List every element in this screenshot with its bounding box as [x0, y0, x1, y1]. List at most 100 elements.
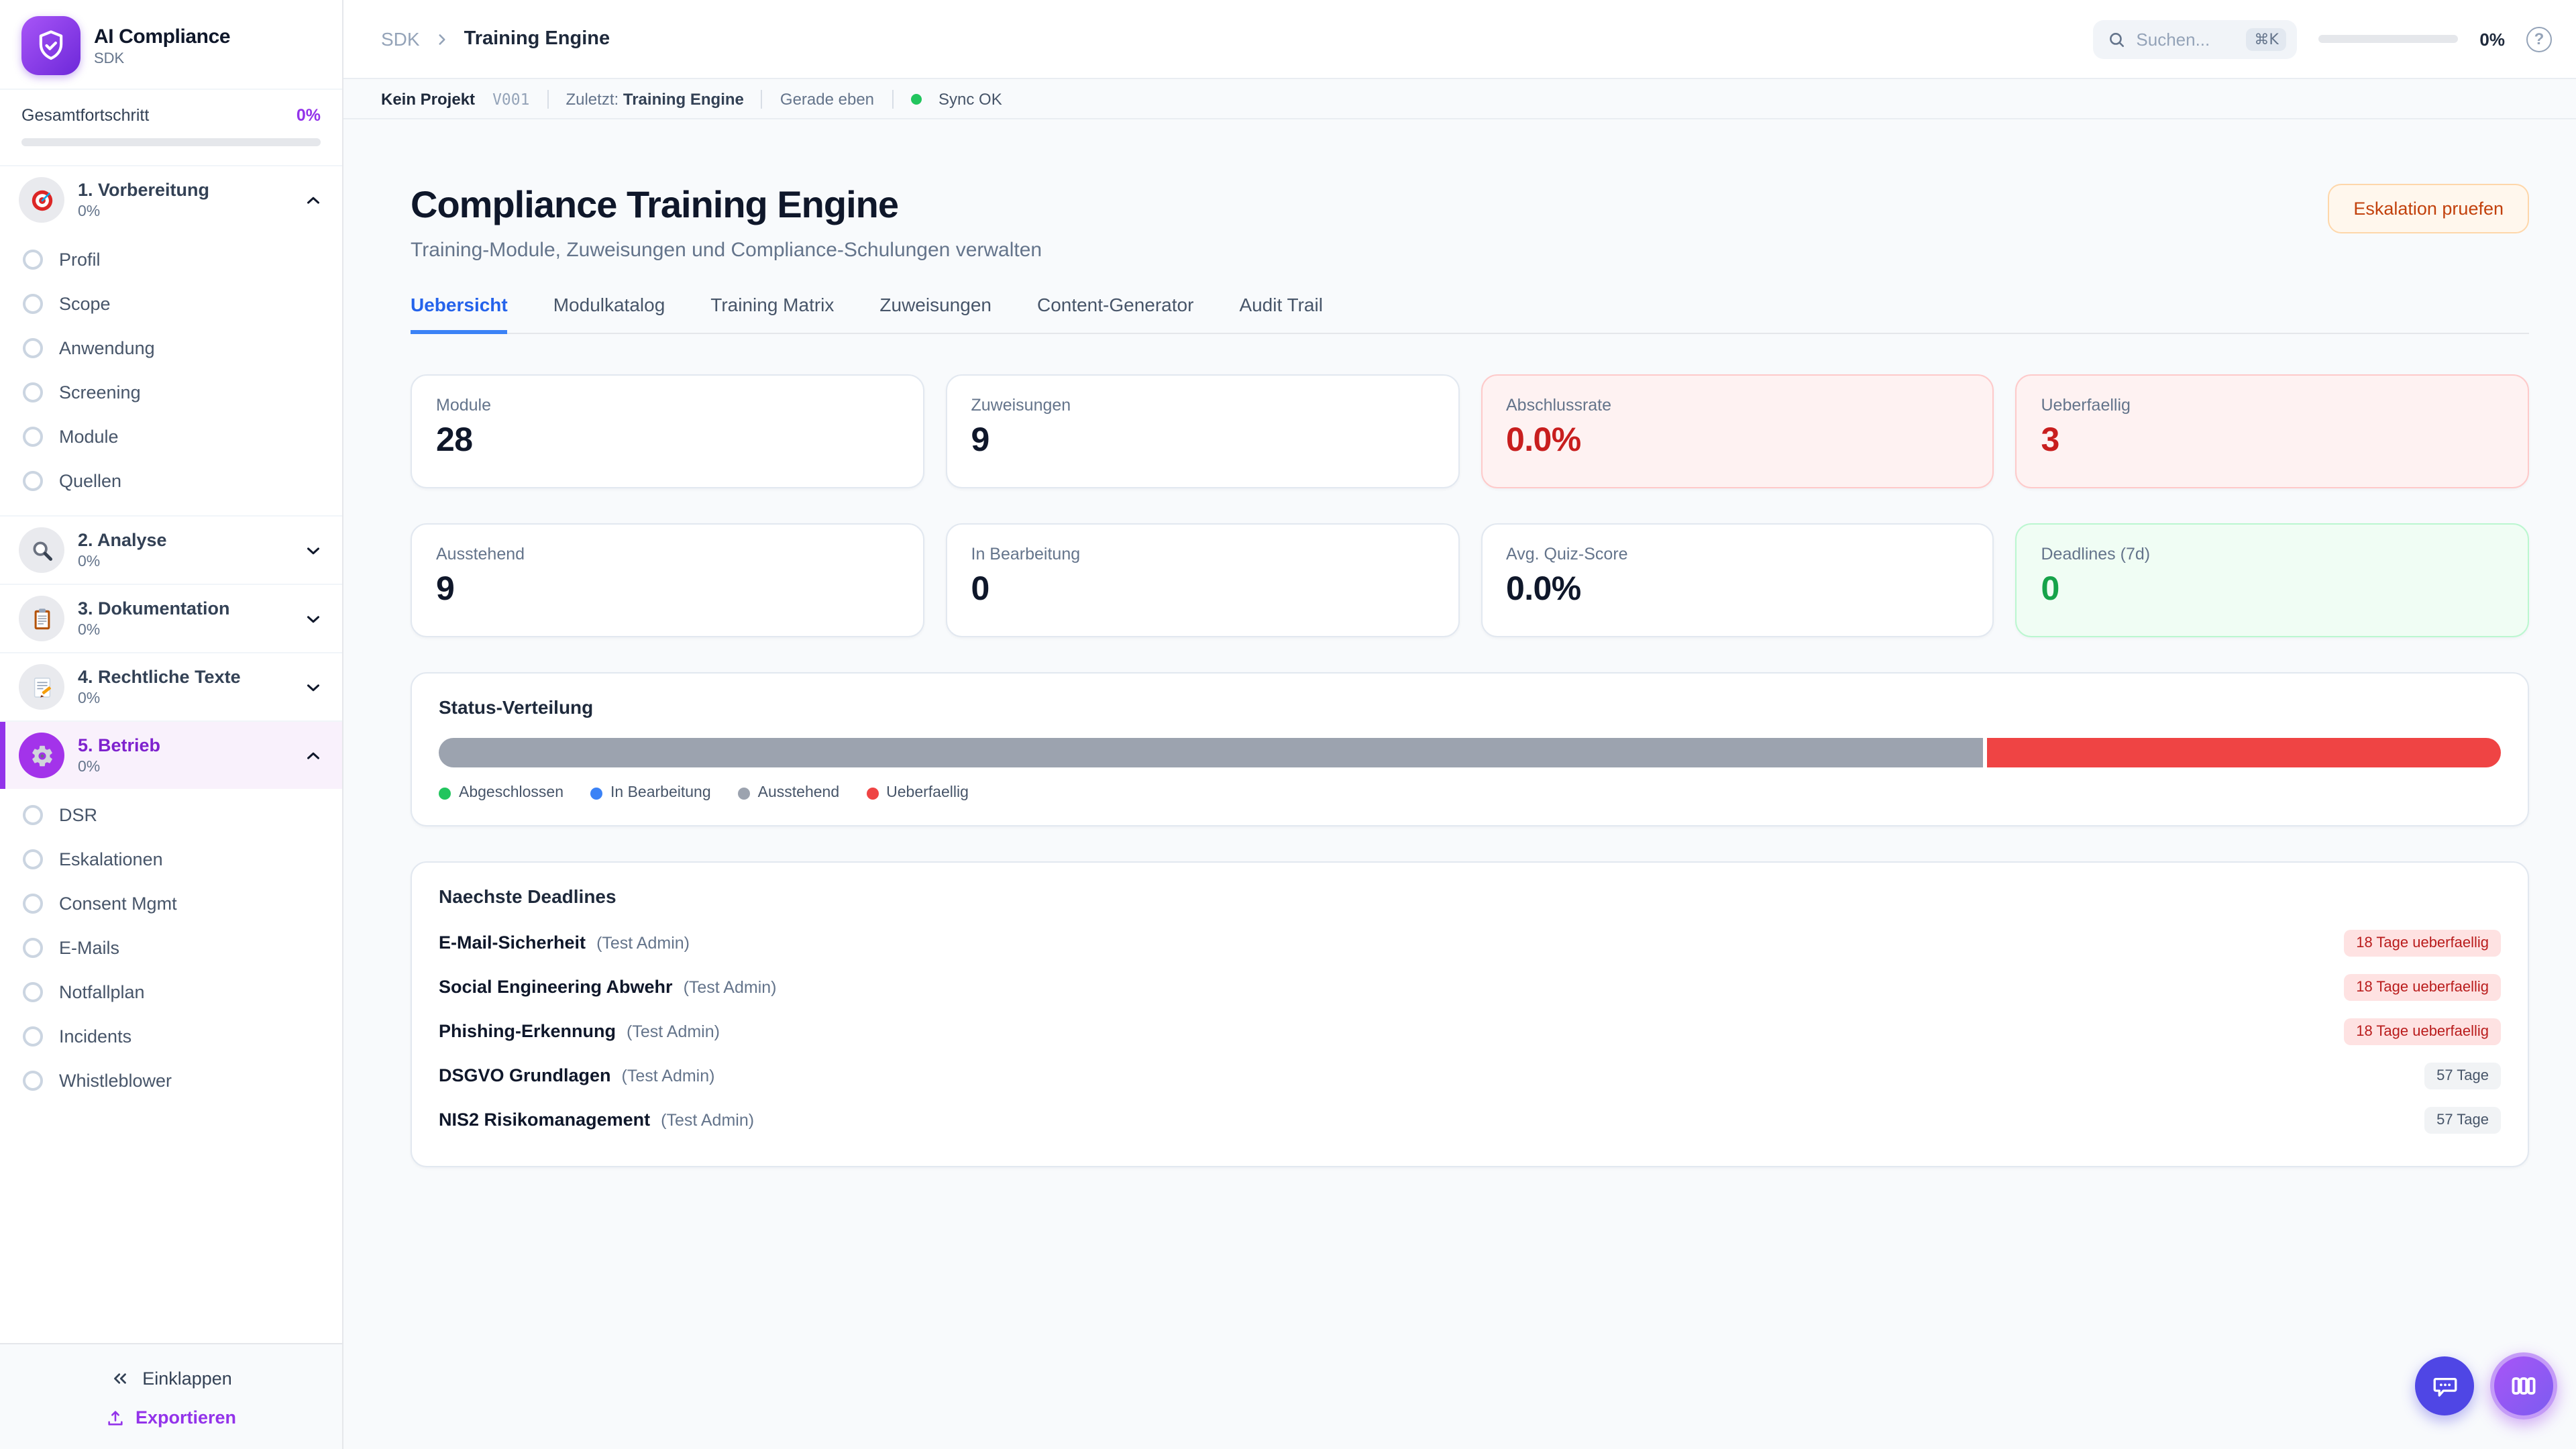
sync-status-dot [910, 93, 922, 104]
section-text: 4. Rechtliche Texte 0% [78, 667, 241, 707]
legend-ausstehend: Ausstehend [737, 785, 840, 801]
sidebar-item-label: Incidents [59, 1026, 132, 1046]
stat-label: Ueberfaellig [2041, 396, 2131, 415]
legend-label: Abgeschlossen [459, 785, 564, 801]
chat-button[interactable] [2415, 1356, 2474, 1415]
section-label: 2. Analyse [78, 530, 167, 551]
radio-icon [23, 1026, 43, 1046]
tab-audit-trail[interactable]: Audit Trail [1239, 294, 1323, 315]
section-percent: 0% [78, 622, 101, 639]
legend-dot [737, 787, 750, 799]
deadline-row: NIS2 Risikomanagement (Test Admin) 57 Tag… [439, 1097, 2501, 1142]
floating-action-buttons [2415, 1352, 2557, 1419]
stat-label: Ausstehend [436, 545, 525, 564]
header-progress-value: 0% [2479, 29, 2505, 49]
app-subtitle: SDK [94, 50, 125, 66]
section-percent: 0% [78, 690, 101, 707]
app-title-block: AI Compliance SDK [94, 25, 231, 66]
tab-training-matrix[interactable]: Training Matrix [710, 294, 835, 315]
overdue-badge: 18 Tage ueberfaellig [2344, 1018, 2501, 1044]
sidebar-item-notfallplan[interactable]: Notfallplan [0, 970, 342, 1014]
sidebar-footer: Einklappen Exportieren [0, 1343, 342, 1449]
sidebar-section-vorbereitung[interactable]: 1. Vorbereitung 0% [0, 165, 342, 233]
radio-icon [23, 849, 43, 869]
section-percent: 0% [78, 759, 101, 775]
stat-card-quiz-score: Avg. Quiz-Score 0.0% [1481, 523, 1994, 637]
sidebar-nav: 1. Vorbereitung 0% Profil Scope Anwendun… [0, 165, 342, 1343]
sidebar-item-whistleblower[interactable]: Whistleblower [0, 1059, 342, 1103]
section-label: 5. Betrieb [78, 735, 161, 756]
sidebar-item-label: Module [59, 427, 119, 447]
stat-card-zuweisungen: Zuweisungen 9 [945, 374, 1459, 488]
chat-bubble-icon [2430, 1372, 2459, 1400]
chevron-up-icon [303, 190, 323, 210]
tab-zuweisungen[interactable]: Zuweisungen [879, 294, 991, 315]
stat-label: Deadlines (7d) [2041, 545, 2151, 564]
sidebar-item-scope[interactable]: Scope [0, 282, 342, 326]
breadcrumb-current: Training Engine [464, 28, 610, 50]
legend-ueberfaellig: Ueberfaellig [866, 785, 969, 801]
tab-modulkatalog[interactable]: Modulkatalog [553, 294, 665, 315]
sidebar-item-module[interactable]: Module [0, 415, 342, 459]
search-box[interactable]: ⌘K [2093, 19, 2298, 58]
sidebar-item-emails[interactable]: E-Mails [0, 926, 342, 970]
stat-value: 0 [2041, 570, 2060, 608]
deadline-name: DSGVO Grundlagen [439, 1065, 611, 1085]
sidebar-item-label: Eskalationen [59, 849, 163, 869]
stat-card-in-bearbeitung: In Bearbeitung 0 [945, 523, 1459, 637]
legend-abgeschlossen: Abgeschlossen [439, 785, 564, 801]
search-input[interactable] [2136, 29, 2236, 49]
legend-label: Ausstehend [757, 785, 840, 801]
sidebar-item-eskalationen[interactable]: Eskalationen [0, 837, 342, 881]
sidebar-section-dokumentation[interactable]: 3. Dokumentation 0% [0, 584, 342, 652]
chevron-down-icon [303, 540, 323, 560]
overdue-badge: 18 Tage ueberfaellig [2344, 929, 2501, 956]
stat-label: Avg. Quiz-Score [1506, 545, 1628, 564]
status-distribution-bar [439, 738, 2501, 767]
due-badge: 57 Tage [2424, 1106, 2501, 1133]
help-icon[interactable]: ? [2526, 26, 2552, 52]
tab-uebersicht[interactable]: Uebersicht [411, 294, 508, 334]
app-name: AI Compliance [94, 25, 231, 48]
deadline-assignee: (Test Admin) [661, 1110, 755, 1129]
sidebar-item-consent-mgmt[interactable]: Consent Mgmt [0, 881, 342, 926]
check-escalation-button[interactable]: Eskalation pruefen [2328, 184, 2529, 233]
chevron-up-icon [303, 745, 323, 765]
deadline-assignee: (Test Admin) [621, 1066, 715, 1085]
segment-ueberfaellig [1986, 738, 2501, 767]
chevron-right-icon [433, 30, 451, 48]
project-name: Kein Projekt [381, 89, 476, 108]
section-percent: 0% [78, 553, 101, 570]
stat-value: 0 [971, 570, 990, 608]
sync-status-label: Sync OK [938, 89, 1002, 108]
sidebar-item-anwendung[interactable]: Anwendung [0, 326, 342, 370]
target-icon [19, 177, 64, 223]
segment-ausstehend [439, 738, 1982, 767]
chevron-down-icon [303, 608, 323, 629]
stat-card-ueberfaellig: Ueberfaellig 3 [2015, 374, 2529, 488]
gear-icon [19, 733, 64, 778]
memo-icon [19, 664, 64, 710]
last-visited: Zuletzt: Training Engine [566, 89, 743, 108]
stat-value: 0.0% [1506, 421, 1581, 459]
sidebar-item-quellen[interactable]: Quellen [0, 459, 342, 503]
radio-icon [23, 471, 43, 491]
stat-value: 9 [971, 421, 990, 459]
stat-label: In Bearbeitung [971, 545, 1081, 564]
breadcrumb-root[interactable]: SDK [381, 28, 420, 50]
tab-content-generator[interactable]: Content-Generator [1036, 294, 1194, 315]
sidebar-section-betrieb[interactable]: 5. Betrieb 0% [0, 720, 342, 789]
deadline-text: DSGVO Grundlagen (Test Admin) [439, 1063, 714, 1087]
section-label: 3. Dokumentation [78, 598, 230, 619]
sidebar-item-profil[interactable]: Profil [0, 237, 342, 282]
sidebar-section-analyse[interactable]: 2. Analyse 0% [0, 515, 342, 584]
sidebar-item-dsr[interactable]: DSR [0, 793, 342, 837]
deadline-name: E-Mail-Sicherheit [439, 932, 586, 952]
sidebar-section-rechtliche-texte[interactable]: 4. Rechtliche Texte 0% [0, 652, 342, 720]
sidebar-item-screening[interactable]: Screening [0, 370, 342, 415]
radio-icon [23, 1071, 43, 1091]
collapse-sidebar-button[interactable]: Einklappen [21, 1360, 321, 1397]
export-button[interactable]: Exportieren [21, 1397, 321, 1430]
columns-panel-button[interactable] [2490, 1352, 2557, 1419]
sidebar-item-incidents[interactable]: Incidents [0, 1014, 342, 1059]
